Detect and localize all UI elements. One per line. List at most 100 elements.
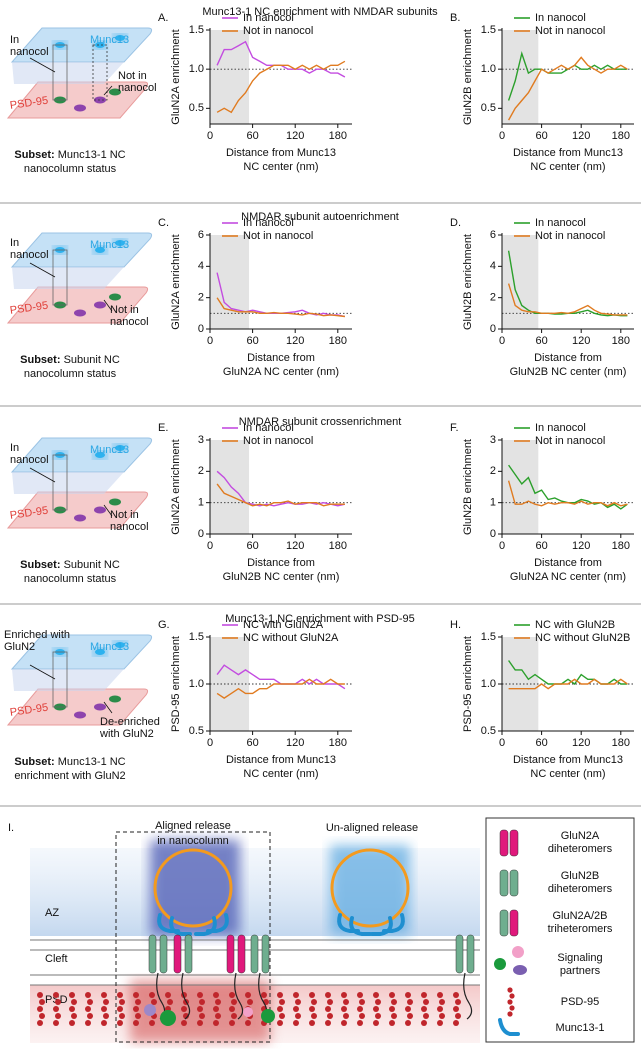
psd95-bead — [87, 999, 93, 1005]
psd95-bead — [119, 999, 125, 1005]
receptor — [261, 934, 270, 974]
psd95-bead — [327, 1013, 333, 1019]
subset-label: Subset: — [14, 149, 54, 161]
series-line — [216, 483, 345, 507]
legend-icon — [499, 909, 509, 937]
x-tick-label: 180 — [329, 130, 347, 142]
layer-label: AZ — [45, 907, 59, 919]
psd95-bead — [279, 999, 285, 1005]
legend-label: GluN2A — [561, 830, 600, 842]
panel-label: G. — [158, 619, 170, 631]
x-axis-label: NC center (nm) — [243, 161, 318, 173]
arrow — [103, 504, 113, 517]
y-tick-label: 4 — [490, 260, 496, 272]
subset-label: Subset: — [14, 756, 54, 768]
psd95-bead — [197, 992, 203, 998]
legend-label: Not in nanocol — [535, 435, 605, 447]
layer-label: Cleft — [45, 953, 68, 965]
y-tick-label: 1.0 — [189, 678, 204, 690]
receptor — [148, 934, 157, 974]
nc-top-core — [115, 35, 125, 41]
signaling-partner — [243, 1007, 253, 1017]
legend-label: Not in nanocol — [535, 230, 605, 242]
legend-label: Munc13-1 — [556, 1022, 605, 1034]
y-tick-label: 0 — [198, 528, 204, 540]
psd95-bead — [55, 999, 61, 1005]
psd95-bead — [421, 1020, 427, 1026]
legend-label: GluN2B — [561, 870, 600, 882]
x-tick-label: 180 — [612, 335, 630, 347]
x-axis-label: Distance from — [247, 352, 315, 364]
psd95-bead — [277, 1020, 283, 1026]
y-tick-label: 1 — [490, 497, 496, 509]
x-tick-label: 0 — [499, 130, 505, 142]
legend-label: Not in nanocol — [535, 25, 605, 37]
receptor — [237, 934, 246, 974]
psd95-bead — [101, 1006, 107, 1012]
psd95-bead — [421, 1006, 427, 1012]
psd95-bead — [135, 1013, 141, 1019]
psd95-bead — [229, 992, 235, 998]
panel-label: H. — [450, 619, 461, 631]
psd95-bead — [165, 992, 171, 998]
x-tick-label: 180 — [329, 540, 347, 552]
psd95-bead — [101, 992, 107, 998]
schematic-label: nanocol — [110, 316, 149, 328]
nanocolumn-box — [115, 831, 271, 1043]
highlight-band — [210, 235, 250, 329]
nanocolumn — [52, 454, 68, 511]
schematic-label: nanocol — [110, 521, 149, 533]
legend-label: PSD-95 — [561, 996, 600, 1008]
nc-bottom — [74, 309, 86, 317]
highlight-band — [502, 235, 539, 329]
nc-bottom — [94, 703, 106, 711]
subset-label: Subset: — [20, 559, 60, 571]
psd95-bead — [245, 992, 251, 998]
psd95-bead — [405, 1006, 411, 1012]
legend-label: GluN2A/2B — [552, 910, 607, 922]
y-tick-label: 1.5 — [481, 24, 496, 36]
y-tick-label: 1.5 — [481, 631, 496, 643]
receptor — [455, 934, 464, 974]
y-tick-label: 1.5 — [189, 631, 204, 643]
psd95-bead — [325, 992, 331, 998]
psd95-bead — [149, 1020, 155, 1026]
panel-label: C. — [158, 217, 169, 229]
legend-label: NC with GluN2A — [243, 619, 324, 631]
psd95-bead — [293, 992, 299, 998]
panel-label: D. — [450, 217, 461, 229]
psd95-bead — [85, 1020, 91, 1026]
subset-line: Subset: Munc13-1 NC — [14, 756, 125, 768]
x-tick-label: 60 — [246, 130, 258, 142]
psd95-bead — [229, 1006, 235, 1012]
y-tick-label: 1.5 — [189, 24, 204, 36]
panel-label: I. — [8, 822, 14, 834]
psd95-bead — [293, 1006, 299, 1012]
nanocolumn — [52, 44, 68, 101]
psd95-bead — [37, 1020, 43, 1026]
psd95-bead — [215, 1013, 221, 1019]
psd95-bead — [119, 1013, 125, 1019]
legend-icon — [494, 958, 506, 970]
psd95-bead — [341, 1006, 347, 1012]
y-axis-label: GluN2A enrichment — [170, 29, 182, 124]
psd95-bead — [151, 999, 157, 1005]
psd95-bead — [343, 1013, 349, 1019]
x-tick-label: 120 — [286, 130, 304, 142]
subset-line: Subset: Subunit NC — [20, 354, 120, 366]
subset-line: nanocolumn status — [24, 573, 117, 585]
panel-label: A. — [158, 12, 168, 24]
schematic-label: Not in — [118, 70, 147, 82]
nc-bottom — [109, 498, 121, 506]
y-tick-label: 0.5 — [189, 102, 204, 114]
x-tick-label: 60 — [535, 335, 547, 347]
psd95-bead — [197, 1006, 203, 1012]
legend-icon — [499, 829, 509, 857]
legend-icon — [513, 965, 527, 975]
nc-bottom — [94, 301, 106, 309]
x-axis-label: Distance from — [534, 557, 602, 569]
psd95-bead — [117, 1006, 123, 1012]
series-line — [216, 470, 346, 507]
nanocolumn-missing — [92, 44, 108, 101]
